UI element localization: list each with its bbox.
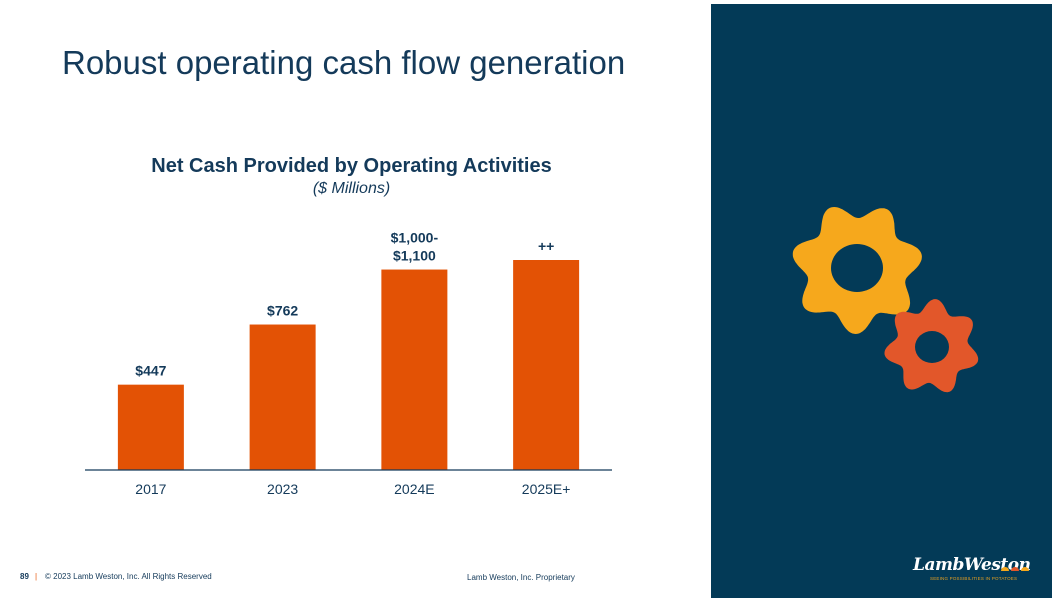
decorative-panel — [711, 4, 1052, 598]
data-label-2024E: $1,000- — [391, 230, 439, 246]
bar-2023 — [249, 324, 316, 470]
chart-title: Net Cash Provided by Operating Activitie… — [151, 155, 552, 177]
gears-icon — [792, 207, 979, 393]
bar-2024E — [381, 269, 448, 470]
footer-copyright: © 2023 Lamb Weston, Inc. All Rights Rese… — [45, 572, 212, 581]
x-tick-label: 2025E+ — [522, 481, 571, 497]
bar-2025E+ — [513, 260, 580, 470]
data-label-2025E+: ++ — [538, 238, 554, 254]
data-label-2024E: $1,100 — [393, 248, 436, 264]
gold-gear-icon — [792, 207, 922, 334]
slide-title: Robust operating cash flow generation — [62, 44, 626, 81]
bar-chart: $447 2017 $762 2023 $1,000- $1,100 2024E ++ 2025… — [85, 230, 612, 497]
data-label-2023: $762 — [267, 303, 298, 319]
footer-separator: | — [35, 572, 38, 581]
footer-proprietary: Lamb Weston, Inc. Proprietary — [467, 573, 575, 582]
bar-2017 — [117, 384, 184, 470]
chart-subtitle: ($ Millions) — [312, 180, 391, 197]
page-number: 89 — [20, 572, 29, 581]
orange-gear-icon — [884, 299, 979, 393]
logo-dots-icon — [1001, 567, 1029, 571]
x-tick-label: 2024E — [394, 481, 434, 497]
data-label-2017: $447 — [135, 363, 166, 379]
x-tick-label: 2017 — [135, 481, 166, 497]
logo-tagline: SEEING POSSIBILITIES IN POTATOES — [930, 576, 1018, 581]
x-tick-label: 2023 — [267, 481, 298, 497]
